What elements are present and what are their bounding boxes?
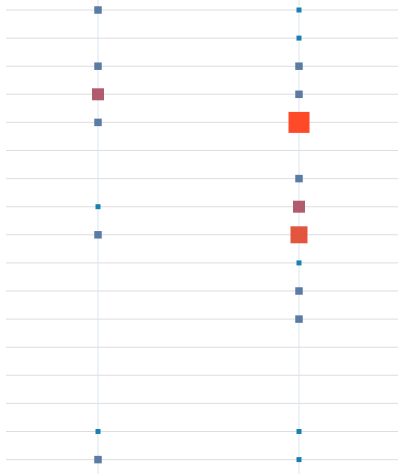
data-point-b-row-8 xyxy=(290,226,308,244)
data-points xyxy=(92,6,310,464)
data-point-b-row-7 xyxy=(293,200,305,213)
data-point-b-row-11 xyxy=(295,315,303,323)
data-point-b-row-4 xyxy=(288,111,310,133)
data-point-b-row-2 xyxy=(295,62,303,70)
gridlines xyxy=(6,9,398,461)
data-point-a-row-16 xyxy=(94,455,102,464)
data-point-b-row-0 xyxy=(296,7,302,13)
data-point-a-row-15 xyxy=(95,429,101,434)
data-point-a-row-4 xyxy=(94,118,102,127)
data-point-b-row-6 xyxy=(295,174,303,183)
data-point-b-row-1 xyxy=(296,35,302,41)
data-point-b-row-16 xyxy=(296,457,302,463)
data-point-a-row-8 xyxy=(94,231,102,239)
data-point-b-row-15 xyxy=(296,429,302,434)
data-point-a-row-2 xyxy=(94,62,102,70)
data-point-a-row-3 xyxy=(92,88,104,101)
data-point-b-row-3 xyxy=(295,90,303,99)
data-point-b-row-10 xyxy=(295,287,303,295)
data-point-a-row-7 xyxy=(95,204,101,210)
data-point-b-row-9 xyxy=(296,260,302,266)
data-point-a-row-0 xyxy=(94,6,102,14)
